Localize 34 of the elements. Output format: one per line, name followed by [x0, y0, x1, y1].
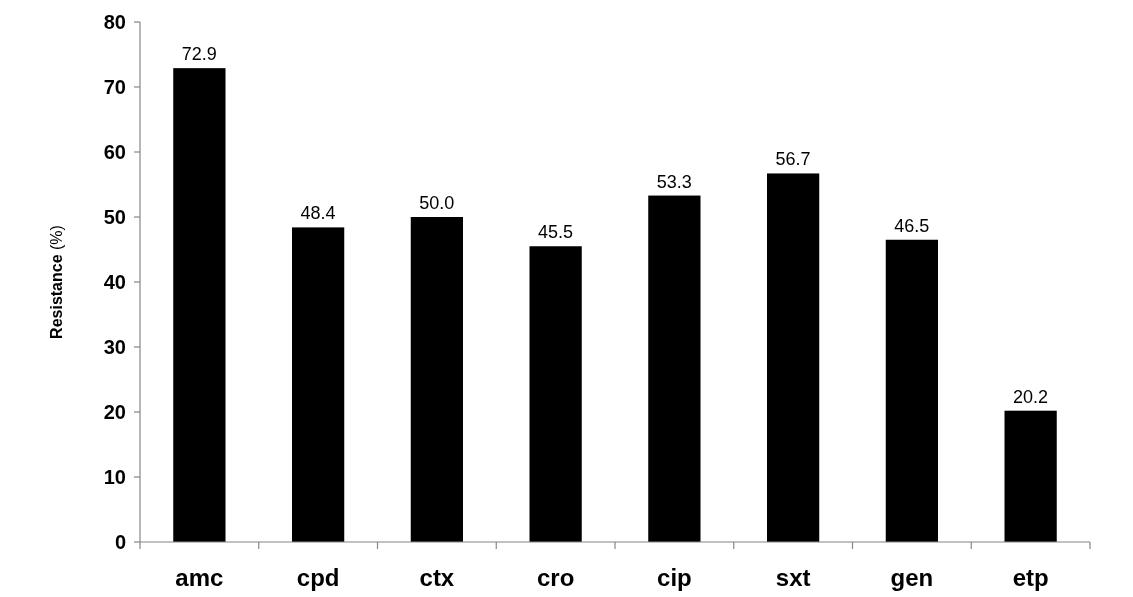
data-label: 46.5 [894, 215, 930, 236]
bar [410, 217, 463, 542]
bar [292, 227, 345, 542]
data-label: 20.2 [1013, 386, 1049, 407]
x-tick-label: ctx [419, 564, 455, 591]
bar [1004, 410, 1057, 542]
data-label: 48.4 [300, 203, 336, 224]
x-tick-label: sxt [775, 564, 811, 591]
data-label: 53.3 [656, 171, 692, 192]
x-tick-label: amc [175, 564, 224, 591]
y-tick-label: 60 [103, 141, 126, 163]
y-tick-label: 50 [103, 206, 126, 228]
data-label: 72.9 [181, 44, 217, 65]
y-tick-label: 20 [103, 401, 126, 423]
bar [529, 246, 582, 542]
bar [648, 195, 701, 542]
data-label: 45.5 [538, 222, 574, 243]
x-tick-label: etp [1012, 564, 1049, 591]
y-tick-label: 40 [103, 271, 126, 293]
y-tick-label: 30 [103, 336, 126, 358]
y-tick-label: 0 [114, 531, 126, 553]
bar [885, 239, 938, 542]
bar [767, 173, 820, 542]
y-axis-title: Resistance (%) [48, 225, 65, 339]
data-label: 56.7 [775, 149, 811, 170]
x-tick-label: cpd [296, 564, 340, 591]
bar [173, 68, 226, 542]
x-tick-label: cro [536, 564, 575, 591]
x-tick-label: cip [657, 564, 692, 591]
y-tick-label: 80 [103, 11, 126, 33]
y-tick-label: 10 [103, 466, 126, 488]
x-tick-label: gen [890, 564, 934, 591]
y-tick-label: 70 [103, 76, 126, 98]
data-label: 50.0 [419, 193, 455, 213]
